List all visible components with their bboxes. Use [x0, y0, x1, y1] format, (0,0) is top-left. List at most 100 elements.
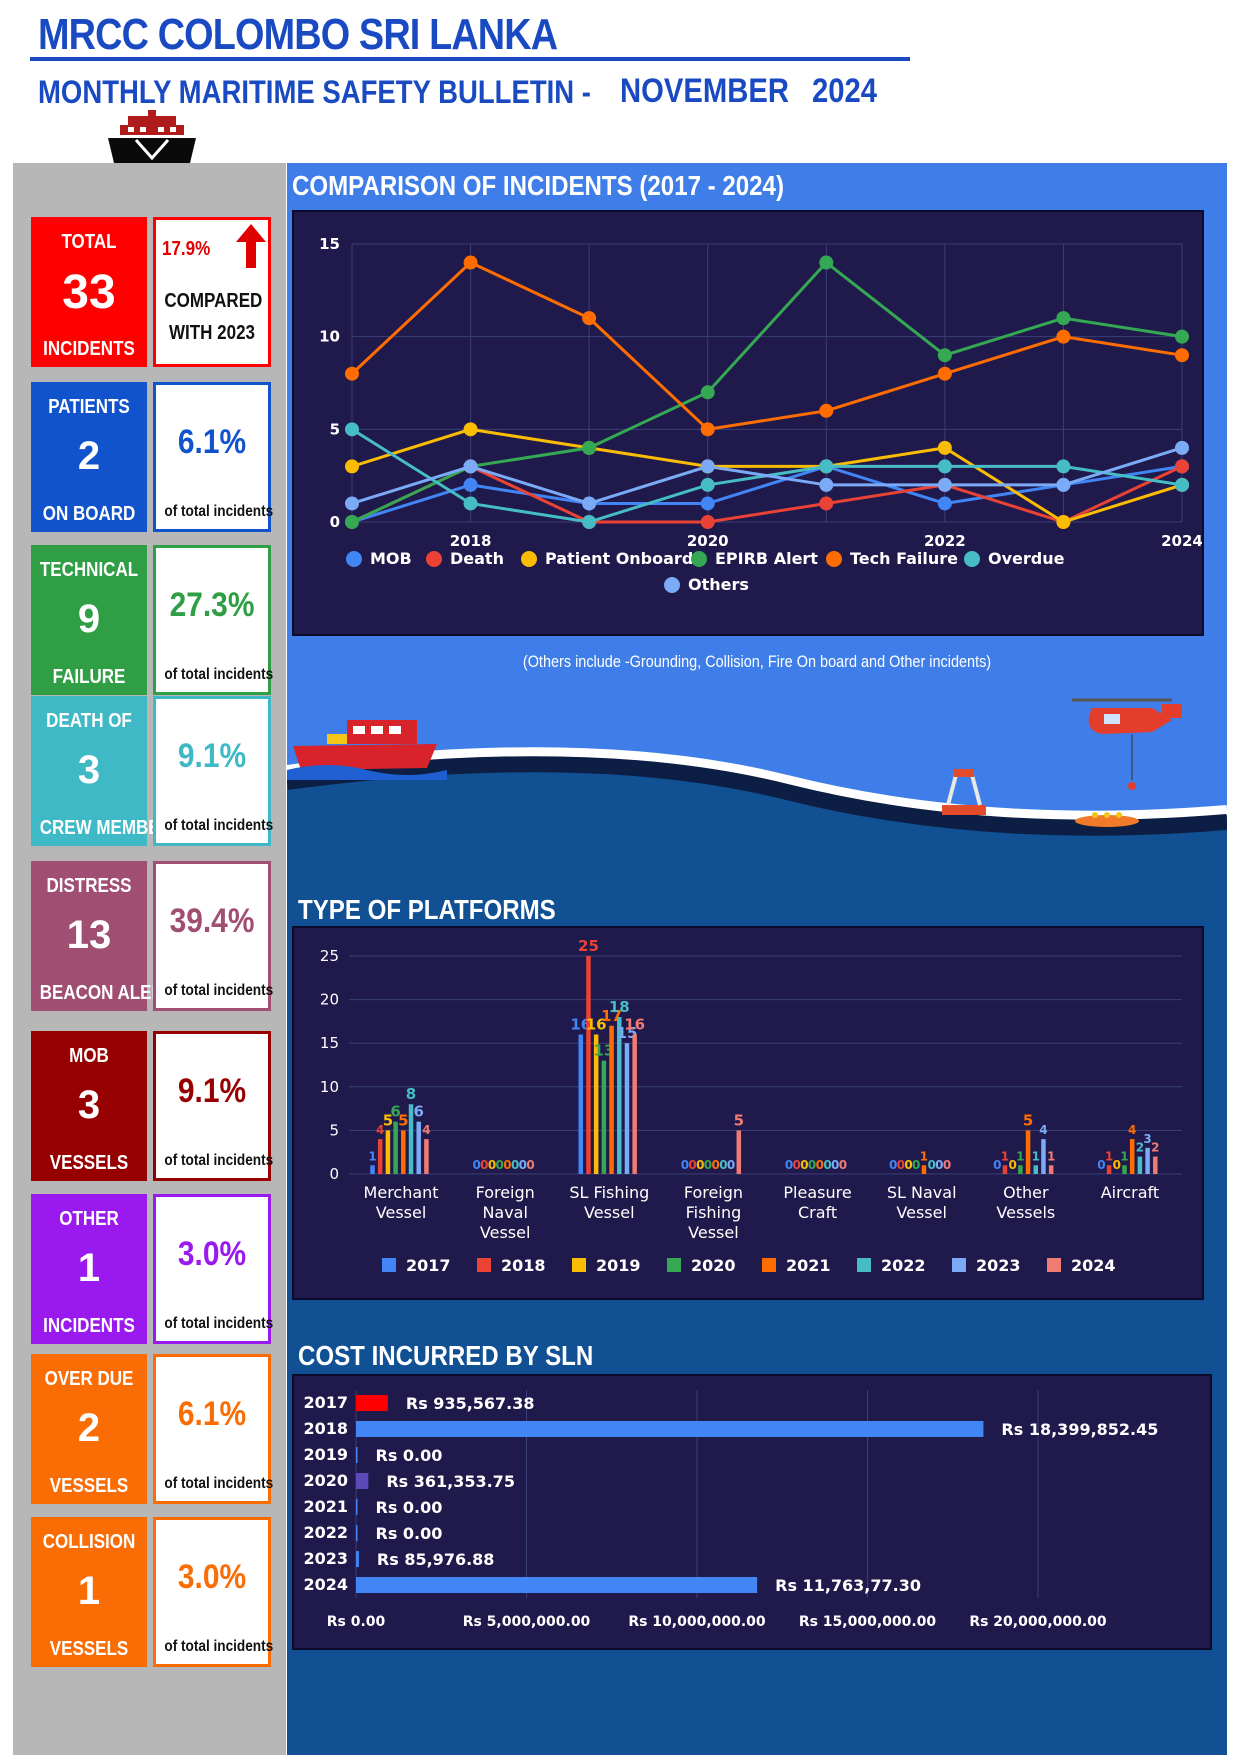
legend-label: MOB — [370, 549, 412, 568]
cost-bar — [356, 1499, 358, 1515]
patients-top-label: PATIENTS — [48, 396, 130, 418]
bar-data-label: 1 — [1105, 1149, 1113, 1163]
bar-data-label: 0 — [704, 1158, 712, 1172]
cost-bar — [356, 1577, 758, 1593]
series-line-tech-failure — [350, 260, 1183, 431]
platform-bar — [578, 1034, 584, 1174]
platform-bar — [1033, 1165, 1039, 1174]
series-line-mob — [351, 464, 1183, 524]
data-point — [700, 422, 715, 437]
data-point — [1175, 348, 1189, 363]
cost-value-label: Rs 11,763,77.30 — [775, 1576, 921, 1595]
cost-bar — [356, 1525, 358, 1541]
data-point — [1056, 459, 1071, 474]
bar-data-label: 16 — [586, 1015, 607, 1033]
legend-label: 2020 — [691, 1256, 736, 1275]
other-percent: 3.0% — [177, 1235, 247, 1273]
patients-percent-note: of total incidents — [164, 503, 274, 520]
data-point — [937, 348, 952, 363]
platform-bar — [601, 1060, 607, 1174]
bar-data-label: 16 — [624, 1015, 645, 1033]
bar-data-label: 6 — [390, 1103, 400, 1121]
bar-data-label: 0 — [831, 1158, 839, 1172]
bar-data-label: 6 — [413, 1103, 423, 1121]
cost-value-label: Rs 935,567.38 — [406, 1394, 535, 1413]
other-value: 1 — [77, 1246, 101, 1290]
platform-bar — [1153, 1156, 1158, 1174]
data-point — [700, 515, 715, 529]
series-line-death — [351, 464, 1183, 524]
overdue-count-tile: OVER DUE 2 VESSELS — [31, 1354, 147, 1504]
data-point — [1175, 329, 1189, 344]
legend-label: 2023 — [976, 1256, 1021, 1275]
platform-bar — [921, 1165, 927, 1174]
platform-bar — [632, 1034, 637, 1174]
legend-label: 2019 — [596, 1256, 641, 1275]
bar-category-label: Foreign Fishing Vessel — [684, 1183, 743, 1242]
legend-swatch — [952, 1258, 966, 1272]
legend-swatch — [664, 577, 680, 593]
data-point — [345, 422, 359, 437]
data-point — [937, 459, 952, 474]
patients-value: 2 — [77, 434, 101, 478]
technical-card: TECHNICAL 9 FAILURE 27.3% of total incidents — [31, 545, 273, 695]
bar-data-label: 4 — [1039, 1123, 1047, 1137]
bar-y-tick: 0 — [329, 1165, 339, 1183]
cost-bar — [356, 1421, 984, 1437]
platform-bar — [1018, 1165, 1023, 1174]
cost-year-label: 2017 — [303, 1393, 348, 1412]
data-point — [819, 255, 834, 270]
other-percent-tile: 3.0% of total incidents — [153, 1194, 273, 1344]
yoy-change-tile: 17.9% COMPARED WITH 2023 — [153, 217, 271, 367]
data-point — [1056, 477, 1071, 492]
platform-bar — [1041, 1139, 1046, 1174]
platform-bar — [393, 1121, 398, 1174]
total-value: 33 — [62, 266, 116, 319]
cost-value-label: Rs 361,353.75 — [386, 1472, 515, 1491]
cost-x-tick: Rs 0.00 — [327, 1614, 386, 1630]
rescue-scene-illustration — [287, 698, 1227, 870]
title-underline — [30, 57, 910, 61]
total-unit: INCIDENTS — [43, 338, 135, 360]
legend-swatch — [521, 551, 537, 567]
legend-swatch — [857, 1258, 871, 1272]
bar-data-label: 1 — [1032, 1149, 1040, 1163]
cost-bar-chart: Rs 0.00 Rs 5,000,000.00 Rs 10,000,000.00 Rs… — [303, 1390, 1158, 1630]
cost-year-label: 2020 — [303, 1471, 348, 1490]
other-card: OTHER 1 INCIDENTS 3.0% of total incidents — [31, 1194, 273, 1344]
bar-category-label: SL Naval Vessel — [887, 1183, 957, 1222]
bar-data-label: 3 — [1143, 1132, 1151, 1146]
bar-data-label: 0 — [488, 1158, 496, 1172]
bar-data-label: 15 — [617, 1024, 638, 1042]
legend-label: Tech Failure — [850, 549, 958, 568]
cost-value-label: Rs 85,976.88 — [377, 1550, 495, 1569]
other-bottom-label: INCIDENTS — [43, 1315, 135, 1337]
bar-category-label: SL Fishing Vessel — [569, 1183, 649, 1222]
bar-category-label: Merchant Vessel — [364, 1183, 439, 1222]
page-title: MRCC COLOMBO SRI LANKA — [38, 10, 558, 59]
bar-data-label: 0 — [904, 1158, 912, 1172]
collision-value: 1 — [77, 1569, 101, 1613]
total-incidents-tile: TOTAL 33 INCIDENTS — [31, 217, 147, 367]
data-point — [819, 496, 834, 511]
technical-top-label: TECHNICAL — [39, 559, 139, 581]
bar-data-label: 17 — [601, 1007, 622, 1025]
legend-swatch — [426, 551, 442, 567]
bar-data-label: 0 — [785, 1158, 793, 1172]
total-incidents-card: TOTAL 33 INCIDENTS 17.9% COMPARED WITH 2… — [31, 217, 271, 367]
legend-label: 2022 — [881, 1256, 926, 1275]
data-point — [1175, 477, 1189, 492]
data-point — [1056, 311, 1071, 326]
legend-label: Death — [450, 549, 504, 568]
bar-data-label: 0 — [727, 1158, 735, 1172]
platform-bar — [1145, 1147, 1150, 1174]
collision-bottom-label: VESSELS — [49, 1638, 129, 1660]
change-text-1: COMPARED — [164, 290, 263, 312]
cost-value-label: Rs 0.00 — [376, 1498, 443, 1517]
bar-data-label: 0 — [993, 1158, 1001, 1172]
bar-data-label: 1 — [1047, 1149, 1055, 1163]
data-point — [937, 496, 952, 511]
legend-label: EPIRB Alert — [715, 549, 818, 568]
data-point — [819, 459, 834, 474]
cost-year-label: 2019 — [303, 1445, 348, 1464]
